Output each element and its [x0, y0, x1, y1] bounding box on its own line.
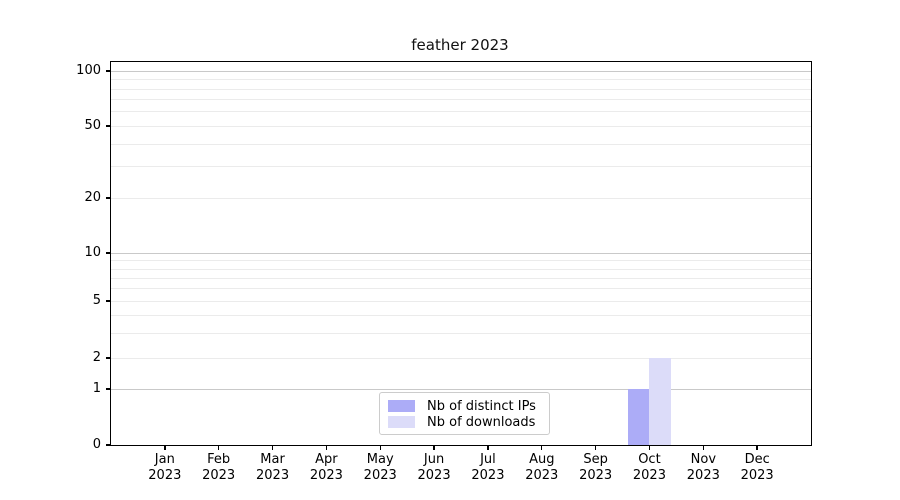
x-tick-label: Apr 2023 [294, 452, 358, 484]
x-tick-month: Apr [315, 452, 338, 467]
y-gridline-minor [111, 260, 811, 262]
x-tick-month: Jul [480, 452, 496, 467]
x-tick-month: Aug [529, 452, 555, 467]
x-tick-year: 2023 [417, 468, 451, 483]
x-tick-month: Mar [260, 452, 285, 467]
chart-title: feather 2023 [411, 36, 509, 54]
x-tick-year: 2023 [148, 468, 182, 483]
x-tick-year: 2023 [363, 468, 397, 483]
y-tick-label: 20 [84, 190, 101, 205]
x-tick-label: Mar 2023 [241, 452, 305, 484]
legend-item-downloads: Nb of downloads [388, 414, 541, 430]
x-tick-mark [541, 446, 543, 450]
x-tick-year: 2023 [471, 468, 505, 483]
x-tick-month: Jun [423, 452, 445, 467]
x-tick-label: Dec 2023 [725, 452, 789, 484]
y-tick-mark [106, 70, 110, 72]
legend-swatch-downloads [388, 416, 415, 428]
y-tick-label: 2 [92, 349, 101, 365]
legend-label-downloads: Nb of downloads [427, 414, 536, 430]
y-gridline-minor [111, 198, 811, 199]
x-tick-mark [164, 446, 166, 450]
x-tick-mark [702, 446, 705, 450]
y-gridline-minor [111, 268, 811, 270]
x-tick-label: Jun 2023 [402, 452, 466, 484]
y-gridline-minor [111, 166, 811, 168]
legend-item-distinct-ips: Nb of distinct IPs [388, 398, 541, 414]
x-tick-month: Sep [583, 452, 608, 467]
y-gridline-minor [111, 143, 811, 145]
y-gridline-minor [111, 300, 811, 302]
legend: Nb of distinct IPs Nb of downloads [379, 392, 550, 435]
x-tick-mark [325, 446, 328, 450]
y-gridline-minor [111, 288, 811, 290]
x-tick-year: 2023 [686, 468, 720, 483]
y-tick-mark [106, 300, 110, 302]
y-tick-label: 5 [92, 292, 101, 308]
x-tick-label: Sep 2023 [564, 452, 628, 484]
x-tick-mark [648, 446, 651, 450]
y-gridline-minor [111, 88, 811, 90]
y-tick-mark [106, 357, 110, 359]
y-gridline-minor [111, 314, 811, 316]
y-tick-label: 10 [84, 245, 101, 260]
y-gridline-minor [111, 79, 811, 81]
plot-area: 100 50 20 10 5 2 1 0 Jan 2023 Feb 2023 Mar 2023 Apr 202… [76, 61, 812, 483]
bar-nb-of-downloads [649, 357, 671, 445]
x-tick-mark [594, 446, 597, 450]
x-tick-label: Jan 2023 [133, 452, 197, 484]
x-tick-year: 2023 [202, 468, 236, 483]
x-tick-year: 2023 [309, 468, 343, 483]
x-tick-mark [271, 446, 274, 450]
y-tick-mark [106, 252, 110, 254]
x-tick-year: 2023 [740, 468, 774, 483]
y-gridline-major [111, 253, 811, 254]
y-gridline-minor [111, 111, 811, 113]
y-tick-label: 1 [92, 381, 101, 396]
y-gridline-minor [111, 125, 811, 127]
x-tick-label: Jul 2023 [456, 452, 520, 484]
x-tick-month: Dec [744, 452, 770, 467]
y-gridline-minor [111, 357, 811, 359]
x-tick-label: Oct 2023 [617, 452, 681, 484]
y-gridline-major [111, 71, 811, 72]
legend-label-distinct-ips: Nb of distinct IPs [427, 398, 536, 414]
x-tick-month: Oct [638, 452, 661, 467]
bar-nb-of-distinct-ips [627, 389, 650, 445]
x-tick-month: Nov [690, 452, 717, 467]
x-tick-label: Nov 2023 [671, 452, 735, 484]
x-tick-mark [379, 446, 381, 450]
x-tick-mark [487, 446, 489, 450]
y-tick-label: 50 [84, 117, 101, 133]
y-gridline-major [111, 389, 811, 390]
x-tick-label: May 2023 [348, 452, 412, 484]
y-gridline-minor [111, 99, 811, 101]
y-tick-label: 0 [92, 437, 101, 452]
x-tick-month: Jan [154, 452, 175, 467]
y-tick-mark [106, 388, 110, 390]
x-tick-label: Feb 2023 [187, 452, 251, 484]
x-tick-label: Aug 2023 [510, 452, 574, 484]
x-tick-year: 2023 [256, 468, 290, 483]
x-tick-year: 2023 [579, 468, 613, 483]
x-tick-mark [433, 446, 435, 450]
x-tick-mark [217, 446, 220, 450]
legend-swatch-distinct-ips [388, 400, 415, 412]
y-tick-mark [106, 444, 110, 446]
y-tick-mark [106, 125, 110, 127]
x-tick-month: May [366, 452, 394, 467]
x-tick-month: Feb [207, 452, 231, 467]
y-tick-label: 100 [76, 63, 101, 78]
y-gridline-minor [111, 332, 811, 334]
x-tick-year: 2023 [632, 468, 666, 483]
x-tick-mark [756, 446, 758, 450]
x-tick-year: 2023 [525, 468, 559, 483]
y-tick-mark [106, 197, 110, 199]
y-gridline-minor [111, 277, 811, 279]
